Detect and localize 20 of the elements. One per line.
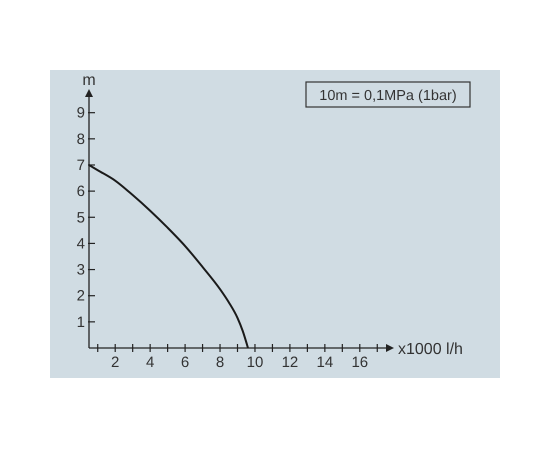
y-tick-label: 1 — [76, 314, 85, 331]
x-tick-label: 2 — [111, 354, 120, 371]
y-tick-label: 9 — [76, 104, 85, 122]
x-axis-title: x1000 l/h — [398, 341, 463, 358]
y-tick-label: 4 — [76, 235, 85, 252]
x-tick-label: 12 — [282, 354, 298, 371]
x-tick-label: 10 — [246, 354, 264, 371]
y-tick-label: 8 — [76, 130, 85, 148]
annotation: 10m = 0,1MPa (1bar) — [319, 88, 457, 104]
y-tick-label: 3 — [76, 262, 85, 279]
y-tick-label: 2 — [76, 288, 85, 305]
y-axis-title: m — [82, 72, 96, 89]
y-tick-label: 6 — [76, 183, 85, 200]
x-tick-label: 16 — [351, 354, 368, 371]
y-tick-label: 5 — [76, 209, 85, 226]
x-tick-label: 8 — [216, 354, 224, 371]
y-tick-label: 7 — [76, 156, 85, 174]
x-tick-label: 4 — [146, 354, 154, 371]
x-tick-label: 6 — [180, 354, 190, 371]
x-tick-label: 14 — [316, 354, 334, 371]
